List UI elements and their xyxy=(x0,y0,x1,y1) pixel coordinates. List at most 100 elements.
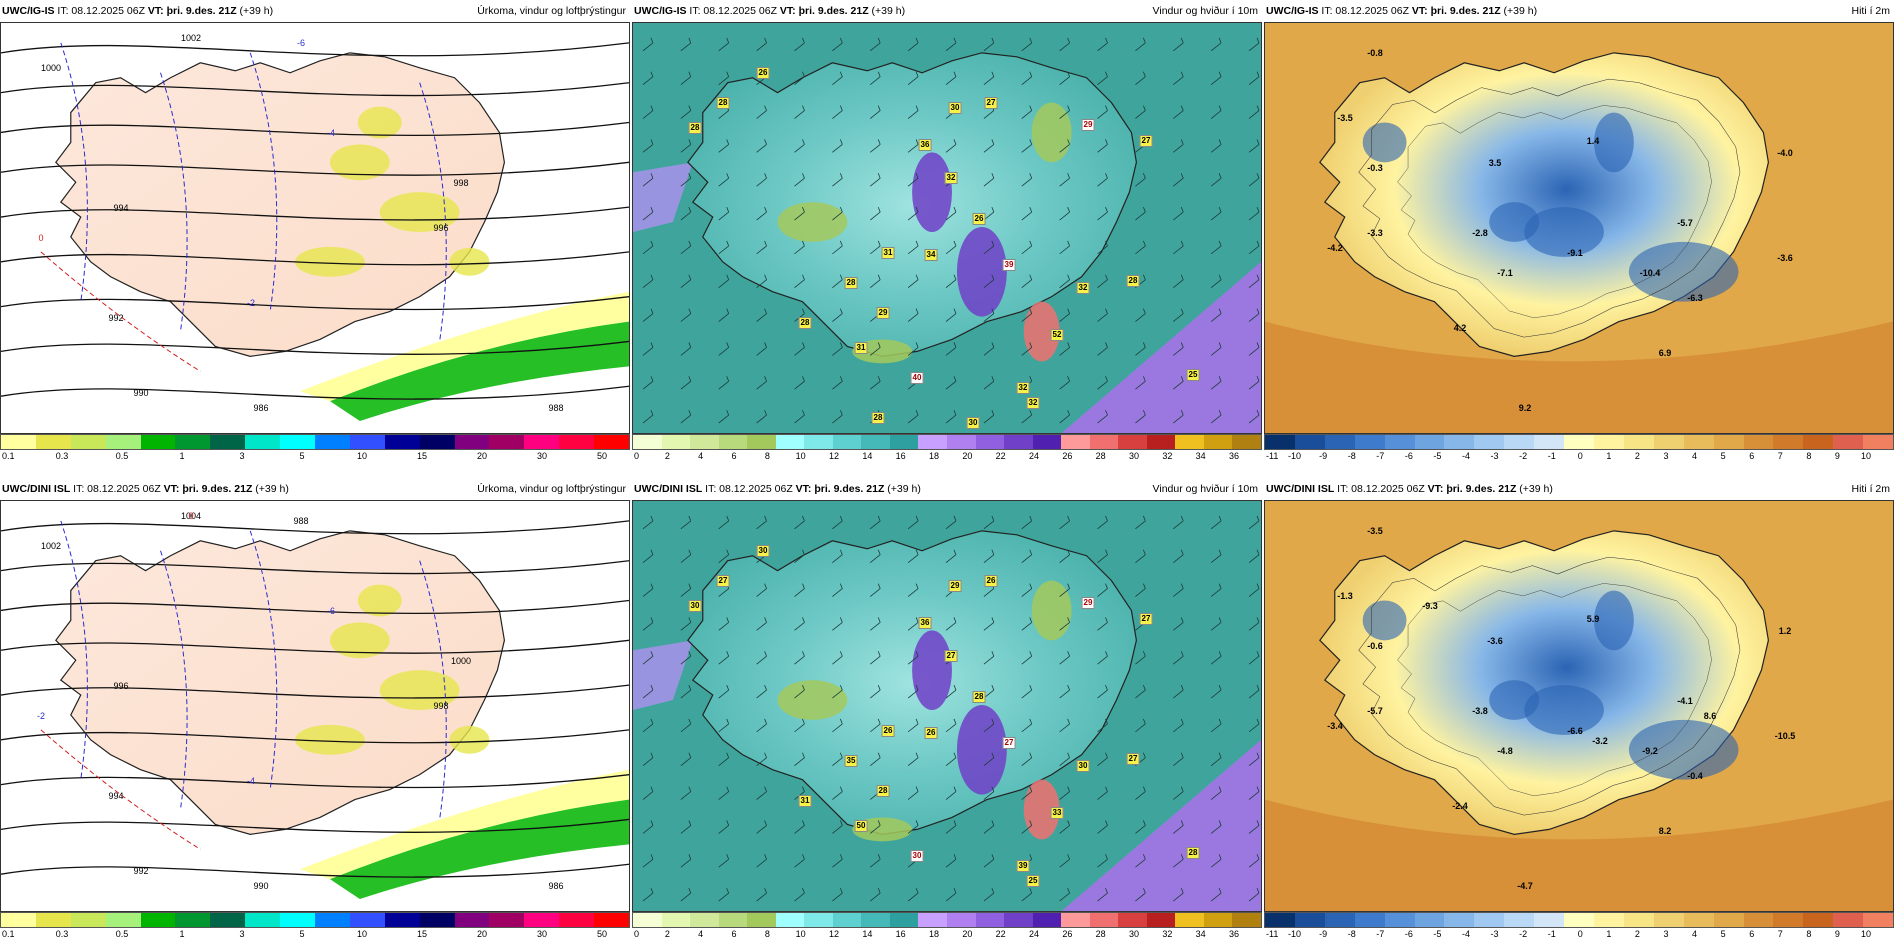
color-scale-ticks: 0 2 4 6 8 10 12 14 16 18 20 22 24 26 28 30 32 34 36 xyxy=(632,450,1262,464)
color-scale-tick: -8 xyxy=(1347,451,1356,461)
color-scale-tick: 10 xyxy=(1860,929,1872,939)
it-value: 08.12.2025 06Z xyxy=(1335,5,1412,17)
color-scale-segment xyxy=(1265,435,1295,449)
gust-value-label: 29 xyxy=(948,580,962,592)
color-scale-tick: 22 xyxy=(995,929,1006,939)
map-wind[interactable]: 30 27 30 29 26 29 27 36 27 28 26 26 27 35 31 28 30 27 50 30… xyxy=(632,500,1262,912)
color-scale-segment xyxy=(349,435,385,449)
color-scale-tick: -2 xyxy=(1519,451,1528,461)
map-wind[interactable]: 26 28 28 30 27 29 27 36 32 26 31 34 39 28 28 29 32 28 31 40… xyxy=(632,22,1262,434)
gust-value-label: 28 xyxy=(972,691,986,703)
color-scale-segment xyxy=(1504,913,1535,927)
panel-title: Hiti í 2m xyxy=(1851,483,1890,495)
gust-value-label: 28 xyxy=(688,122,702,134)
gust-value-label: 50 xyxy=(854,820,868,832)
color-scale-segment xyxy=(1203,435,1233,449)
color-scale-segment xyxy=(1061,435,1090,449)
color-scale-segment xyxy=(1564,435,1594,449)
color-scale-tick: 2 xyxy=(664,451,670,461)
color-scale-segment xyxy=(747,913,776,927)
color-scale-bar xyxy=(0,434,630,450)
lead-time: (+39 h) xyxy=(871,5,906,17)
isobar-label: 994 xyxy=(113,203,129,213)
temperature-label: -0.3 xyxy=(1367,163,1383,173)
color-scale-segment xyxy=(718,435,748,449)
vt-label: VT: xyxy=(795,483,815,495)
color-scale-segment xyxy=(1534,913,1565,927)
vt-value: þri. 9.des. 21Z xyxy=(182,483,256,495)
color-scale-tick: -3 xyxy=(1490,929,1499,939)
color-scale-tick: 32 xyxy=(1162,929,1173,939)
temperature-label: -3.4 xyxy=(1327,721,1343,731)
vt-value: þri. 9.des. 21Z xyxy=(1430,5,1504,17)
color-scale-tick: -1 xyxy=(1547,451,1556,461)
color-scale-tick: 30 xyxy=(1128,451,1140,461)
color-scale-segment xyxy=(140,913,176,927)
isobar-label: -2 xyxy=(36,711,46,721)
color-scale-tick: 0.5 xyxy=(115,929,129,939)
color-scale-segment xyxy=(1061,913,1090,927)
color-scale-segment xyxy=(1175,913,1204,927)
forecast-panel-precip: UWC/IG-IS IT: 08.12.2025 06Z VT: þri. 9.… xyxy=(0,0,630,470)
color-scale-tick: 20 xyxy=(962,451,973,461)
color-scale-tick: 15 xyxy=(416,929,428,939)
temperature-label: 6.9 xyxy=(1658,348,1672,358)
color-scale-segment xyxy=(1089,435,1119,449)
color-scale-tick: 8 xyxy=(764,451,770,461)
color-scale-tick: -10 xyxy=(1288,929,1302,939)
color-scale-segment xyxy=(315,913,350,927)
color-scale-tick: -5 xyxy=(1433,929,1442,939)
map-precip[interactable]: 1004 1002 1000 998 996 994 992 990 986 988 -6 -4 -2 0 xyxy=(0,500,630,912)
color-scale-tick: -1 xyxy=(1547,929,1556,939)
temperature-label: -9.3 xyxy=(1422,601,1438,611)
color-scale-segment xyxy=(384,435,420,449)
color-scale-tick: 6 xyxy=(731,929,737,939)
color-scale-segment xyxy=(747,435,776,449)
color-scale-tick: -7 xyxy=(1376,929,1385,939)
color-scale-tick: 30 xyxy=(536,929,548,939)
color-scale-tick: 16 xyxy=(895,451,906,461)
color-scale-segment xyxy=(804,435,833,449)
panel-title: Hiti í 2m xyxy=(1851,5,1890,17)
isobar-label: 986 xyxy=(253,403,269,413)
color-scale-tick: 26 xyxy=(1062,451,1073,461)
color-scale-tick: 6 xyxy=(1749,929,1755,939)
color-scale-segment xyxy=(1773,435,1804,449)
color-scale-segment xyxy=(280,913,316,927)
map-precip[interactable]: 1002 1000 998 996 994 992 990 986 988 -6 -4 -2 0 xyxy=(0,22,630,434)
panel-title: Úrkoma, vindur og loftþrýstingur xyxy=(477,483,626,495)
color-scale-tick: 1 xyxy=(1606,929,1612,939)
color-scale-segment xyxy=(1474,913,1505,927)
temperature-label: -3.2 xyxy=(1592,736,1608,746)
color-scale-segment xyxy=(889,913,919,927)
color-scale-tick: -9 xyxy=(1319,451,1328,461)
color-scale-ticks: 0 2 4 6 8 10 12 14 16 18 20 22 24 26 28 30 32 34 36 xyxy=(632,928,1262,942)
map-temp[interactable]: -3.5 -1.3 -0.6 -3.6 5.9 1.2 -4.1 -5.7 -3.8 -3.4 -4… xyxy=(1264,500,1894,912)
temperature-label: 1.2 xyxy=(1778,626,1792,636)
color-scale-segment xyxy=(489,913,525,927)
color-scale-segment xyxy=(1623,435,1654,449)
model-name: UWC/IG-IS xyxy=(634,5,687,17)
panel-header: UWC/DINI ISL IT: 08.12.2025 06Z VT: þri.… xyxy=(0,478,630,500)
temperature-label: -0.4 xyxy=(1687,771,1703,781)
color-scale-segment xyxy=(105,435,141,449)
color-scale-bar xyxy=(1264,912,1894,928)
gust-value-label: 29 xyxy=(1081,597,1095,609)
map-temp[interactable]: -0.8 -3.5 -0.3 3.5 1.4 -4.0 -5.7 -3.3 -2.8 -4.2 -7… xyxy=(1264,22,1894,434)
vt-value: þri. 9.des. 21Z xyxy=(1446,483,1520,495)
color-scale-segment xyxy=(1089,913,1119,927)
isobar-label: -6 xyxy=(326,606,336,616)
gust-value-label: 28 xyxy=(716,97,730,109)
color-scale-segment xyxy=(1713,913,1744,927)
lead-time: (+39 h) xyxy=(887,483,921,495)
isobar-label: 996 xyxy=(113,681,129,691)
color-scale-segment xyxy=(1474,435,1505,449)
color-scale-segment xyxy=(1803,435,1834,449)
color-scale-tick: -8 xyxy=(1347,929,1356,939)
gust-value-label: 32 xyxy=(1016,382,1030,394)
temperature-label: 8.2 xyxy=(1658,826,1672,836)
color-scale-segment xyxy=(918,913,948,927)
color-scale-segment xyxy=(861,435,890,449)
temperature-label: 4.2 xyxy=(1453,323,1467,333)
color-scale-segment xyxy=(559,913,595,927)
